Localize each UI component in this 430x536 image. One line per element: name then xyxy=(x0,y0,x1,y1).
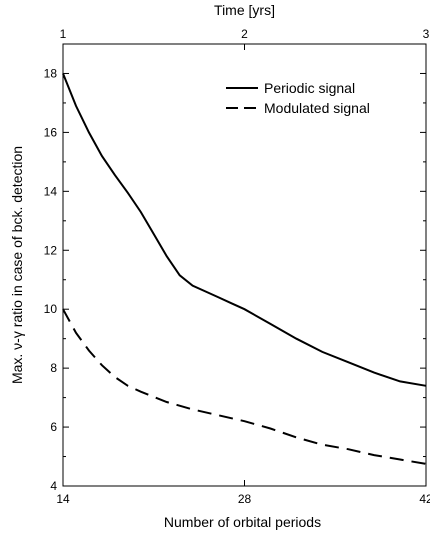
x-tick-label: 14 xyxy=(56,492,70,506)
x-tick-label: 28 xyxy=(238,492,252,506)
legend-label: Modulated signal xyxy=(264,100,370,116)
top-axis-title: Time [yrs] xyxy=(214,2,275,18)
series-line-modulated xyxy=(62,308,427,465)
y-tick-label: 14 xyxy=(44,184,58,198)
legend: Periodic signal Modulated signal xyxy=(226,80,370,116)
top-tick-label: 1 xyxy=(60,27,67,41)
top-tick-label: 2 xyxy=(241,27,248,41)
y-tick-label: 18 xyxy=(44,66,58,80)
y-axis-title: Max. ν-γ ratio in case of bck. detection xyxy=(9,146,25,384)
y-tick-label: 6 xyxy=(50,420,57,434)
plot-border xyxy=(62,43,427,487)
legend-label: Periodic signal xyxy=(264,80,355,96)
series-line-periodic xyxy=(62,73,427,387)
x-axis-title: Number of orbital periods xyxy=(164,514,321,530)
series-layer xyxy=(62,73,427,465)
top-tick-label: 3 xyxy=(423,27,430,41)
plot-frame xyxy=(62,43,427,487)
y-tick-label: 10 xyxy=(44,302,58,316)
y-tick-label: 12 xyxy=(44,243,58,257)
y-tick-label: 8 xyxy=(50,361,57,375)
y-tick-label: 16 xyxy=(44,125,58,139)
y-tick-label: 4 xyxy=(50,479,57,493)
x-tick-label: 42 xyxy=(419,492,430,506)
